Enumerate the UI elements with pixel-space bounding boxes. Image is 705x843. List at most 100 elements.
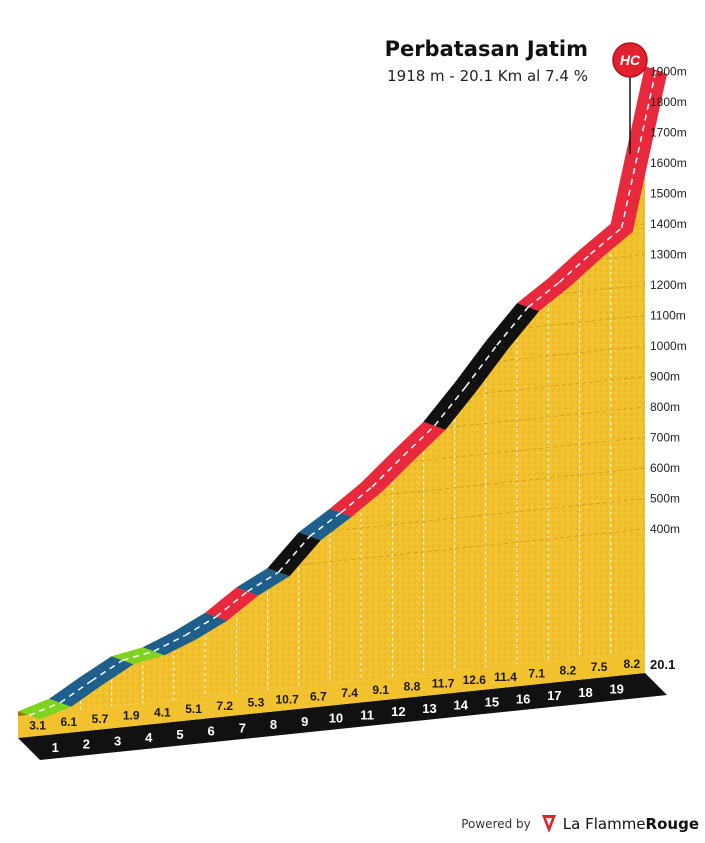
elevation-tick-label: 1100m	[650, 309, 686, 323]
km-label: 16	[516, 691, 530, 706]
gradient-label: 7.2	[216, 699, 233, 713]
gradient-label: 5.7	[92, 712, 109, 726]
branding: Powered by La FlammeRouge	[461, 814, 699, 834]
road-segment	[205, 587, 259, 621]
elevation-tick-label: 1600m	[650, 156, 687, 170]
elevation-tick-label: 1000m	[650, 339, 687, 353]
gradient-label: 10.7	[275, 693, 299, 707]
road-centerline	[496, 306, 529, 346]
brand-name: La FlammeRouge	[562, 815, 699, 833]
gradient-label: 6.1	[60, 715, 77, 729]
km-label: 19	[609, 682, 623, 697]
km-label: 2	[83, 737, 90, 752]
road-segment	[80, 656, 134, 685]
chart-title: Perbatasan Jatim	[385, 37, 588, 61]
road-centerline	[153, 634, 186, 652]
road-centerline	[402, 425, 436, 457]
km-label: 18	[578, 685, 592, 700]
gradient-label: 8.8	[404, 680, 421, 694]
km-label: 4	[145, 730, 153, 745]
elevation-gridline	[296, 498, 646, 536]
elevation-tick-label: 700m	[650, 431, 680, 445]
elevation-tick-label: 1500m	[650, 187, 687, 201]
elevation-tick-label: 1700m	[650, 126, 687, 140]
elevation-gridline	[442, 376, 646, 398]
elevation-tick-label: 1200m	[650, 278, 687, 292]
gradient-label: 4.1	[154, 705, 171, 719]
elevation-gridline	[267, 528, 646, 569]
chart-subtitle: 1918 m - 20.1 Km al 7.4 %	[387, 67, 588, 85]
km-label: 9	[301, 714, 308, 729]
road-centerline	[277, 535, 311, 573]
km-label: 5	[176, 727, 183, 742]
hc-badge-icon	[612, 42, 648, 78]
elevation-gridline	[378, 437, 646, 466]
road-centerline	[28, 702, 61, 717]
gradient-label: 6.7	[310, 689, 327, 703]
km-label: 15	[485, 694, 499, 709]
road-segment	[517, 278, 571, 312]
elevation-gridline	[413, 406, 646, 432]
road-centerline	[215, 590, 248, 618]
road-segment	[392, 421, 446, 460]
profile-area	[18, 66, 645, 716]
road-centerline	[465, 344, 498, 388]
distance-band	[18, 673, 667, 760]
elevation-gridline	[494, 315, 646, 332]
road-segment	[173, 612, 228, 640]
km-label: 3	[114, 733, 121, 748]
gradient-label: 5.1	[185, 702, 202, 716]
total-distance-label: 20.1	[650, 657, 675, 672]
km-label: 8	[270, 717, 277, 732]
gradient-label: 11.4	[494, 670, 517, 684]
gradient-label: 12.6	[463, 673, 487, 687]
elevation-tick-label: 500m	[650, 492, 680, 506]
gradient-label: 7.5	[591, 660, 608, 674]
gradient-label: 11.7	[432, 676, 455, 690]
gradient-label: 7.4	[341, 686, 358, 700]
km-label: 7	[239, 720, 246, 735]
elevation-tick-label: 600m	[650, 461, 680, 475]
km-label: 13	[422, 701, 436, 716]
km-label: 6	[208, 724, 215, 739]
km-label: 10	[329, 711, 343, 726]
road-centerline	[527, 281, 560, 308]
gradient-label: 3.1	[29, 718, 46, 732]
km-label: 17	[547, 688, 561, 703]
gradient-label: 7.1	[528, 667, 545, 681]
elevation-tick-label: 400m	[650, 522, 680, 536]
gradient-label: 1.9	[123, 709, 140, 723]
elevation-gridline	[565, 254, 646, 264]
road-centerline	[340, 486, 373, 514]
road-segment	[49, 676, 103, 707]
gradient-label: 8.2	[560, 663, 577, 677]
road-centerline	[371, 455, 404, 488]
elevation-tick-label: 800m	[650, 400, 680, 414]
road-segment	[236, 568, 290, 596]
road-centerline	[122, 650, 154, 661]
road-segment	[298, 508, 352, 541]
gradient-label: 5.3	[248, 696, 265, 710]
flamme-rouge-logo-icon	[541, 815, 556, 833]
road-segment	[361, 451, 415, 491]
road-segment	[548, 250, 602, 287]
km-label: 11	[360, 707, 374, 722]
road-segment	[329, 482, 384, 517]
gradient-label: 9.1	[372, 683, 389, 697]
road-segment	[579, 223, 633, 259]
km-label: 12	[391, 704, 405, 719]
hc-badge-label: HC	[620, 52, 641, 68]
road-centerline	[590, 227, 623, 255]
elevation-tick-label: 1400m	[650, 217, 687, 231]
elevation-tick-label: 1900m	[650, 65, 687, 79]
elevation-tick-label: 1800m	[650, 95, 687, 109]
road-centerline	[433, 386, 467, 427]
gradient-label-band	[18, 651, 645, 738]
powered-by-label: Powered by	[461, 817, 531, 831]
road-centerline	[620, 69, 657, 229]
km-label: 14	[453, 698, 468, 713]
elevation-gridline	[524, 284, 646, 298]
km-label: 1	[52, 740, 59, 755]
elevation-tick-label: 1300m	[650, 248, 687, 262]
